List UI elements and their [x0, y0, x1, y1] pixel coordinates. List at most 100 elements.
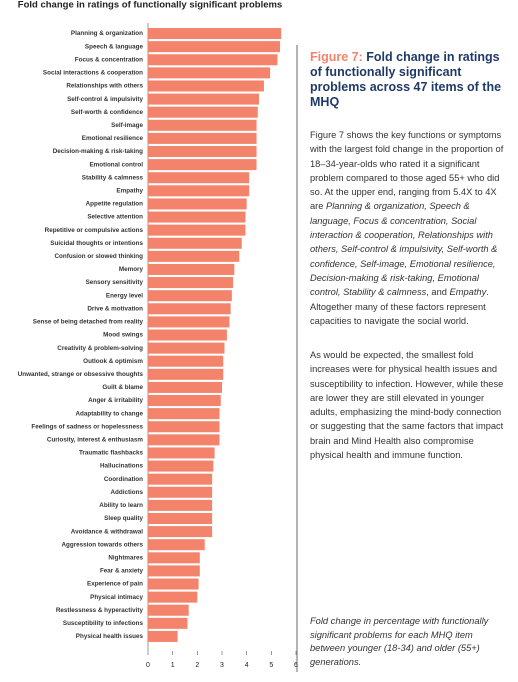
text-run: Figure 7 shows the key functions or symp…: [310, 130, 504, 212]
bar: [148, 395, 221, 407]
y-tick-label: Aggression towards others: [61, 541, 143, 548]
y-tick-label: Nightmares: [108, 554, 143, 561]
bar: [148, 381, 222, 393]
bar: [148, 146, 257, 158]
bar: [148, 132, 257, 144]
y-tick-label: Stability & calmness: [82, 174, 144, 181]
bar: [148, 486, 213, 498]
y-tick-label: Curiosity, interest & enthusiasm: [47, 437, 144, 444]
bar: [148, 316, 230, 328]
bar: [148, 263, 235, 275]
y-tick-label: Empathy: [116, 188, 143, 195]
bar: [148, 28, 282, 40]
bar: [148, 198, 247, 210]
y-tick-label: Emotional resilience: [82, 135, 144, 142]
y-tick-label: Avoidance & withdrawal: [71, 528, 143, 535]
bar: [148, 93, 259, 105]
bar: [148, 630, 178, 642]
y-tick-label: Creativity & problem-solving: [57, 345, 143, 352]
x-tick-label: 1: [171, 662, 175, 669]
bar: [148, 119, 257, 131]
y-tick-label: Adaptability to change: [75, 410, 143, 417]
chart-title: Fold change in ratings of functionally s…: [18, 0, 282, 11]
bar: [148, 460, 214, 472]
y-tick-label: Feelings of sadness or hopelessness: [31, 423, 143, 430]
bar: [148, 447, 215, 459]
bar: [148, 54, 278, 66]
bar: [148, 578, 199, 590]
y-tick-label: Drive & motivation: [87, 305, 143, 312]
y-tick-label: Speech & language: [85, 43, 144, 50]
figure-caption: Fold change in percentage with functiona…: [310, 616, 489, 667]
y-tick-label: Traumatic flashbacks: [79, 450, 144, 457]
text-run: Empathy: [449, 287, 487, 298]
y-tick-label: Mood swings: [103, 332, 143, 339]
y-tick-label: Confusion or slowed thinking: [54, 253, 143, 260]
x-tick-label: 3: [220, 662, 224, 669]
chart: Fold change in ratings of functionally s…: [18, 0, 298, 672]
y-tick-label: Energy level: [106, 292, 143, 299]
y-tick-label: Anger & irritability: [88, 397, 143, 404]
text-run: Planning & organization, Speech & langua…: [310, 201, 498, 298]
bar: [148, 552, 200, 564]
y-tick-label: Outlook & optimism: [83, 358, 143, 365]
bar: [148, 290, 232, 302]
y-tick-label: Relationships with others: [66, 83, 143, 90]
x-tick-label: 2: [195, 662, 199, 669]
figure-number: Figure 7:: [310, 50, 363, 64]
bar: [148, 41, 280, 53]
y-tick-label: Self-worth & confidence: [71, 109, 144, 116]
bar: [148, 237, 242, 249]
y-tick-label: Sleep quality: [104, 515, 143, 522]
bar: [148, 473, 213, 485]
bar: [148, 172, 250, 184]
y-tick-label: Physical health issues: [76, 633, 144, 640]
y-tick-label: Experience of pain: [87, 581, 143, 588]
bar: [148, 185, 250, 197]
y-tick-label: Planning & organization: [71, 30, 143, 37]
bar: [148, 617, 188, 629]
bar: [148, 526, 213, 538]
bar: [148, 159, 257, 171]
y-tick-label: Suicidal thoughts or intentions: [50, 240, 143, 247]
y-tick-label: Fear & anxiety: [100, 568, 144, 575]
x-tick-label: 4: [245, 662, 249, 669]
y-tick-label: Ability to learn: [99, 502, 143, 509]
y-tick-label: Decision-making & risk-taking: [53, 148, 143, 155]
bar: [148, 368, 224, 380]
x-tick-label: 6: [294, 662, 298, 669]
bar: [148, 539, 205, 551]
y-tick-label: Self-image: [111, 122, 143, 129]
text-run: As would be expected, the smallest fold …: [310, 350, 504, 461]
y-tick-label: Coordination: [104, 476, 143, 483]
y-tick-label: Emotional control: [89, 161, 143, 168]
y-tick-label: Physical intimacy: [90, 594, 143, 601]
y-tick-label: Appetite regulation: [86, 201, 144, 208]
paragraph: Figure 7 shows the key functions or symp…: [310, 128, 506, 328]
bar: [148, 421, 220, 433]
figure-title: Fold change in ratings of functionally s…: [310, 50, 502, 109]
y-tick-label: Selective attention: [87, 214, 143, 221]
y-tick-label: Addictions: [110, 489, 143, 496]
y-tick-label: Focus & concentration: [75, 56, 143, 63]
bar: [148, 499, 213, 511]
y-tick-label: Unwanted, strange or obsessive thoughts: [18, 371, 144, 378]
y-tick-label: Memory: [119, 266, 144, 273]
bar: [148, 211, 246, 223]
bar: [148, 355, 224, 367]
bar: [148, 80, 264, 92]
bar: [148, 408, 220, 420]
paragraph: As would be expected, the smallest fold …: [310, 348, 506, 462]
bar: [148, 303, 231, 315]
bar: [148, 565, 200, 577]
y-tick-label: Self-control & impulsivity: [67, 96, 143, 103]
bar: [148, 277, 234, 289]
bar: [148, 512, 213, 524]
y-tick-label: Restlessness & hyperactivity: [56, 607, 144, 614]
y-tick-label: Susceptibility to infections: [63, 620, 144, 627]
y-tick-label: Social interactions & cooperation: [43, 70, 143, 77]
y-tick-label: Sensory sensitivity: [86, 279, 144, 286]
bar: [148, 342, 225, 354]
bar: [148, 106, 258, 118]
